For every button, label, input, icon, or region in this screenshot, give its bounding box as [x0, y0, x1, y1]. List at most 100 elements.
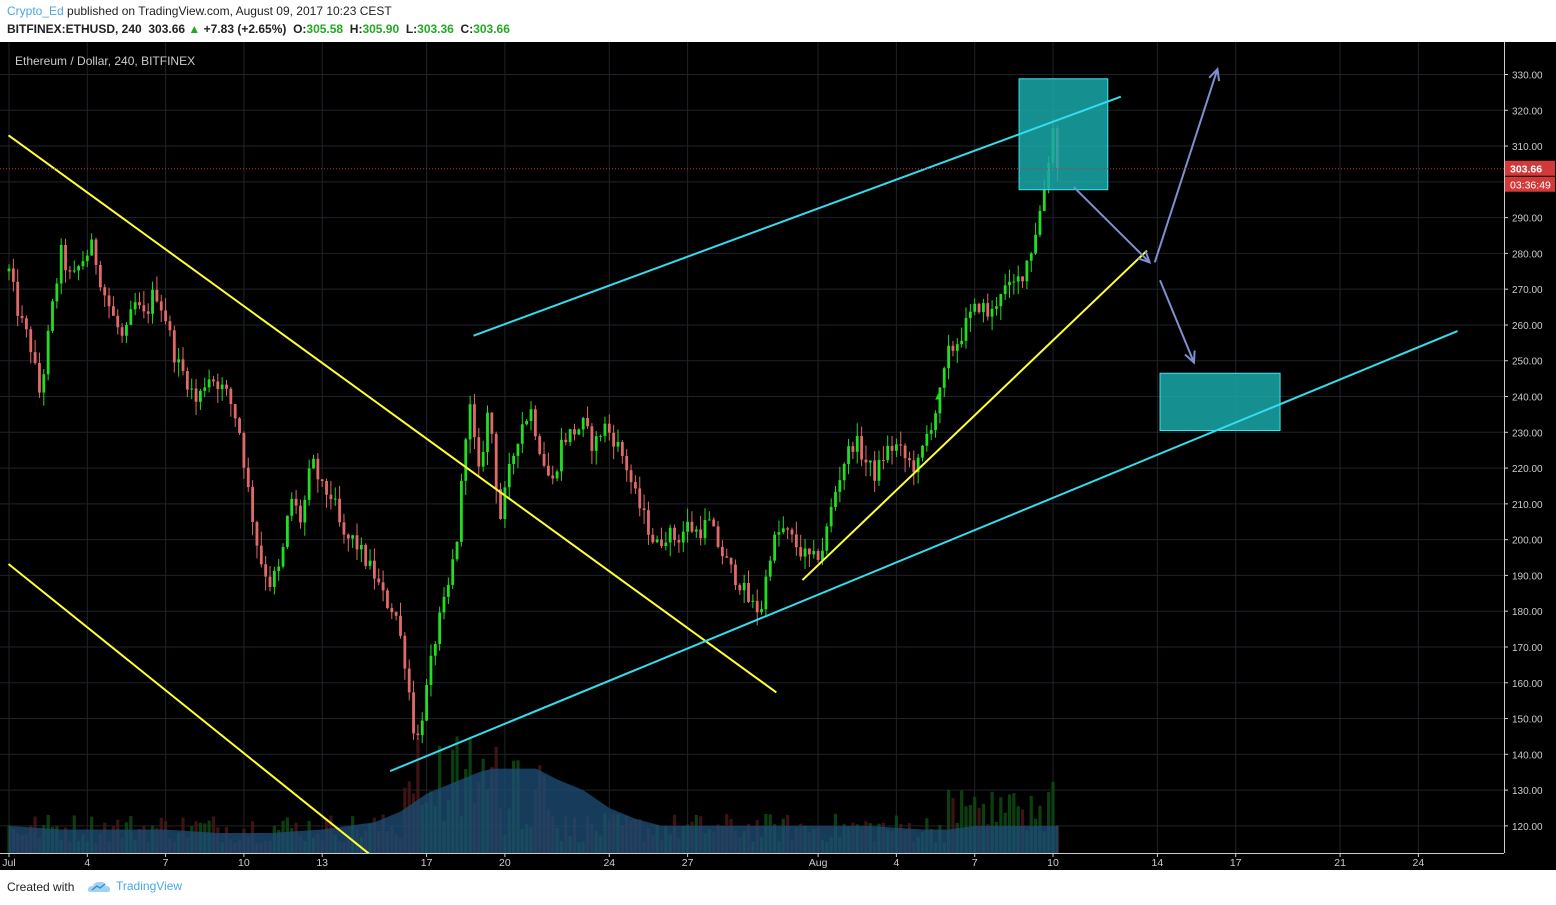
drawings-layer[interactable]: [7, 66, 1458, 859]
candle-body[interactable]: [486, 412, 489, 452]
candle-body[interactable]: [255, 522, 259, 546]
candle-body[interactable]: [433, 643, 437, 656]
candle-body[interactable]: [312, 458, 315, 469]
candle-body[interactable]: [729, 557, 733, 565]
candle-body[interactable]: [542, 453, 546, 466]
candle-body[interactable]: [877, 460, 881, 481]
candle-body[interactable]: [681, 531, 685, 543]
candle-body[interactable]: [38, 363, 41, 393]
candle-body[interactable]: [451, 559, 455, 585]
candle-body[interactable]: [533, 409, 537, 437]
candle-body[interactable]: [599, 435, 602, 437]
projection-arrow[interactable]: [1153, 68, 1219, 263]
candle-body[interactable]: [503, 487, 507, 520]
candle-body[interactable]: [760, 609, 763, 613]
candle-body[interactable]: [560, 439, 563, 472]
candle-body[interactable]: [808, 548, 811, 555]
candle-body[interactable]: [868, 460, 872, 463]
candle-body[interactable]: [1012, 281, 1016, 283]
candle-body[interactable]: [77, 266, 80, 271]
candle-body[interactable]: [721, 546, 724, 557]
candle-body[interactable]: [90, 239, 94, 256]
candle-body[interactable]: [473, 404, 476, 438]
candle-body[interactable]: [764, 576, 768, 610]
candle-body[interactable]: [590, 426, 594, 451]
candle-body[interactable]: [668, 527, 672, 543]
candle-body[interactable]: [799, 547, 803, 557]
target-zone[interactable]: [1159, 372, 1281, 432]
candle-body[interactable]: [803, 548, 807, 557]
candle-body[interactable]: [299, 505, 302, 523]
candle-body[interactable]: [220, 384, 224, 390]
candle-body[interactable]: [286, 515, 289, 548]
candle-body[interactable]: [242, 433, 246, 468]
candle-body[interactable]: [890, 445, 894, 451]
tradingview-brand-link[interactable]: TradingView: [88, 879, 182, 893]
candle-body[interactable]: [860, 436, 863, 460]
candle-body[interactable]: [246, 467, 250, 487]
candle-body[interactable]: [425, 684, 428, 721]
candle-body[interactable]: [821, 550, 824, 560]
candle-body[interactable]: [477, 437, 481, 467]
candle-body[interactable]: [573, 429, 576, 435]
candle-body[interactable]: [768, 560, 772, 577]
candle-body[interactable]: [429, 655, 433, 685]
candle-body[interactable]: [33, 352, 37, 364]
candle-body[interactable]: [977, 303, 981, 313]
candle-body[interactable]: [103, 287, 107, 296]
candle-body[interactable]: [212, 379, 215, 382]
candle-body[interactable]: [986, 303, 990, 317]
candle-body[interactable]: [16, 281, 20, 316]
candle-body[interactable]: [499, 489, 502, 520]
candle-body[interactable]: [181, 359, 185, 372]
candle-body[interactable]: [916, 457, 920, 473]
candle-body[interactable]: [773, 534, 776, 561]
candle-body[interactable]: [381, 582, 385, 591]
candle-body[interactable]: [960, 340, 964, 345]
candle-body[interactable]: [951, 345, 955, 351]
candle-body[interactable]: [277, 566, 281, 571]
candle-body[interactable]: [990, 308, 994, 317]
trendline-yellow[interactable]: [801, 249, 1148, 581]
candle-body[interactable]: [151, 289, 154, 314]
candle-body[interactable]: [716, 526, 720, 547]
candle-body[interactable]: [968, 311, 972, 319]
candle-body[interactable]: [964, 318, 968, 341]
candle-body[interactable]: [420, 720, 424, 736]
candle-body[interactable]: [838, 480, 842, 492]
candle-body[interactable]: [712, 519, 716, 527]
candle-body[interactable]: [412, 692, 415, 734]
candle-body[interactable]: [307, 468, 311, 500]
candle-body[interactable]: [133, 302, 137, 310]
candle-body[interactable]: [81, 261, 85, 267]
candle-body[interactable]: [264, 564, 268, 577]
candle-body[interactable]: [655, 539, 659, 543]
chart-area[interactable]: 120.00 130.00 140.00 150.00 160.00 170.00 180.…: [0, 42, 1556, 870]
candle-body[interactable]: [129, 309, 133, 325]
candle-body[interactable]: [995, 306, 998, 309]
candle-body[interactable]: [895, 444, 898, 451]
candle-body[interactable]: [468, 404, 472, 440]
candle-body[interactable]: [829, 506, 833, 527]
candle-body[interactable]: [790, 529, 794, 535]
candle-body[interactable]: [929, 430, 933, 434]
candle-body[interactable]: [673, 527, 676, 541]
candle-body[interactable]: [620, 442, 624, 456]
candle-body[interactable]: [64, 244, 67, 271]
candle-body[interactable]: [446, 584, 450, 597]
candle-body[interactable]: [59, 244, 63, 284]
candle-body[interactable]: [899, 444, 903, 446]
candle-body[interactable]: [625, 455, 629, 471]
candle-body[interactable]: [259, 545, 263, 565]
candle-body[interactable]: [603, 423, 607, 436]
candle-body[interactable]: [272, 570, 276, 587]
candle-body[interactable]: [855, 436, 859, 452]
candle-body[interactable]: [494, 433, 498, 490]
candle-body[interactable]: [664, 542, 668, 547]
candle-body[interactable]: [742, 582, 746, 591]
candle-body[interactable]: [386, 590, 389, 609]
candle-body[interactable]: [842, 463, 846, 481]
candle-body[interactable]: [847, 446, 850, 464]
candle-body[interactable]: [1038, 210, 1042, 235]
candle-body[interactable]: [416, 733, 420, 736]
